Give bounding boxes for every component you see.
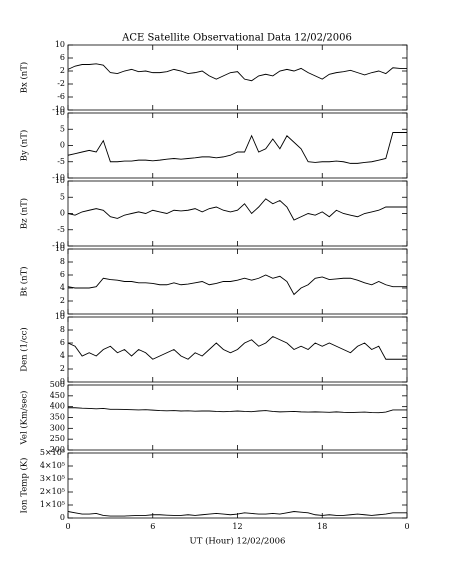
data-line bbox=[67, 132, 407, 164]
y-tick-label: -10 bbox=[52, 241, 65, 250]
data-line bbox=[67, 335, 407, 360]
y-tick-label: 2 bbox=[60, 296, 65, 305]
y-axis-label: Vel (Km/sec) bbox=[19, 391, 30, 446]
y-tick-label: 4 bbox=[60, 351, 65, 360]
y-tick-label: 0 bbox=[60, 209, 65, 218]
y-axis-label: Bx (nT) bbox=[19, 62, 30, 94]
y-tick-label: 6 bbox=[60, 338, 65, 347]
data-line bbox=[67, 198, 407, 221]
x-tick-label: 18 bbox=[317, 522, 327, 531]
y-axis-label: Bz (nT) bbox=[19, 198, 30, 229]
x-tick-label: 0 bbox=[65, 522, 70, 531]
y-tick-label: 6 bbox=[60, 270, 65, 279]
y-axis-label: By (nT) bbox=[19, 130, 30, 162]
y-tick-label: 5 bbox=[60, 124, 65, 133]
data-line bbox=[68, 407, 407, 414]
y-tick-label: 250 bbox=[50, 434, 65, 443]
y-tick-label: 0 bbox=[60, 377, 65, 386]
y-tick-label: 4 bbox=[60, 283, 65, 292]
y-tick-label: 8 bbox=[60, 257, 65, 266]
data-line bbox=[67, 511, 407, 517]
y-tick-label: 3×10⁵ bbox=[40, 474, 65, 483]
y-tick-label: 10 bbox=[55, 108, 65, 117]
y-tick-label: 500 bbox=[50, 380, 65, 389]
y-tick-label: 8 bbox=[60, 325, 65, 334]
y-tick-label: 450 bbox=[50, 391, 65, 400]
x-tick-label: 0 bbox=[404, 522, 409, 531]
y-tick-label: 350 bbox=[50, 413, 65, 422]
y-tick-label: 10 bbox=[55, 176, 65, 185]
y-tick-label: 10 bbox=[55, 244, 65, 253]
y-axis-label: Den (1/cc) bbox=[19, 327, 30, 371]
y-tick-label: -10 bbox=[52, 173, 65, 182]
y-tick-label: 2 bbox=[60, 66, 65, 75]
chart-title: ACE Satellite Observational Data 12/02/2… bbox=[121, 33, 352, 44]
y-tick-label: 1×10⁵ bbox=[40, 500, 65, 509]
data-line bbox=[67, 274, 407, 296]
y-tick-label: 5×10⁵ bbox=[40, 448, 65, 457]
y-tick-label: -6 bbox=[57, 92, 65, 101]
y-tick-label: 5 bbox=[60, 192, 65, 201]
data-line bbox=[67, 63, 407, 82]
y-tick-label: 6 bbox=[60, 53, 65, 62]
y-tick-label: 0 bbox=[60, 513, 65, 522]
y-tick-label: 400 bbox=[50, 402, 65, 411]
y-tick-label: 10 bbox=[55, 40, 65, 49]
y-tick-label: 10 bbox=[55, 312, 65, 321]
y-tick-label: -2 bbox=[57, 79, 65, 88]
y-axis-label: Bt (nT) bbox=[19, 266, 30, 296]
y-tick-label: 2 bbox=[60, 364, 65, 373]
y-tick-label: 0 bbox=[60, 309, 65, 318]
y-axis-label: Ion Temp (K) bbox=[19, 458, 30, 514]
x-axis-label: UT (Hour) 12/02/2006 bbox=[190, 536, 286, 547]
x-tick-label: 12 bbox=[232, 522, 242, 531]
y-tick-label: -10 bbox=[52, 105, 65, 114]
y-tick-label: 0 bbox=[60, 141, 65, 150]
y-tick-label: 4×10⁵ bbox=[40, 461, 65, 470]
y-tick-label: -5 bbox=[57, 157, 65, 166]
y-tick-label: 200 bbox=[50, 445, 65, 454]
x-tick-label: 6 bbox=[150, 522, 155, 531]
y-tick-label: -5 bbox=[57, 225, 65, 234]
y-tick-label: 2×10⁵ bbox=[40, 487, 65, 496]
y-tick-label: 300 bbox=[50, 423, 65, 432]
